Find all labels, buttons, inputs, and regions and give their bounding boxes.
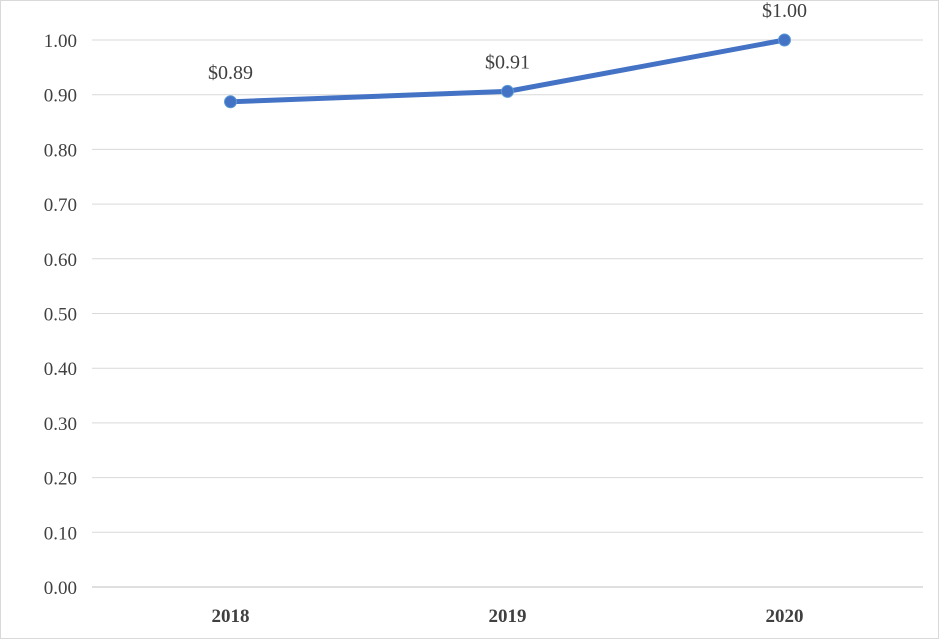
x-tick-label: 2020 [766, 606, 804, 627]
data-point [501, 84, 514, 98]
data-point [778, 33, 791, 47]
x-tick-label: 2018 [212, 606, 250, 627]
y-tick-label: 1.00 [44, 31, 77, 52]
y-tick-label: 0.50 [44, 305, 77, 326]
data-point [224, 95, 237, 109]
y-tick-label: 0.00 [44, 578, 77, 599]
y-tick-label: 0.80 [44, 140, 77, 161]
y-tick-label: 0.60 [44, 250, 77, 271]
x-tick-label: 2019 [489, 606, 527, 627]
data-label: $1.00 [762, 0, 807, 22]
data-label: $0.89 [208, 62, 253, 84]
y-tick-label: 0.30 [44, 414, 77, 435]
y-tick-label: 0.70 [44, 195, 77, 216]
y-tick-label: 0.20 [44, 469, 77, 490]
y-tick-label: 0.40 [44, 359, 77, 380]
data-label: $0.91 [485, 51, 530, 73]
y-tick-label: 0.10 [44, 523, 77, 544]
y-tick-label: 0.90 [44, 86, 77, 107]
